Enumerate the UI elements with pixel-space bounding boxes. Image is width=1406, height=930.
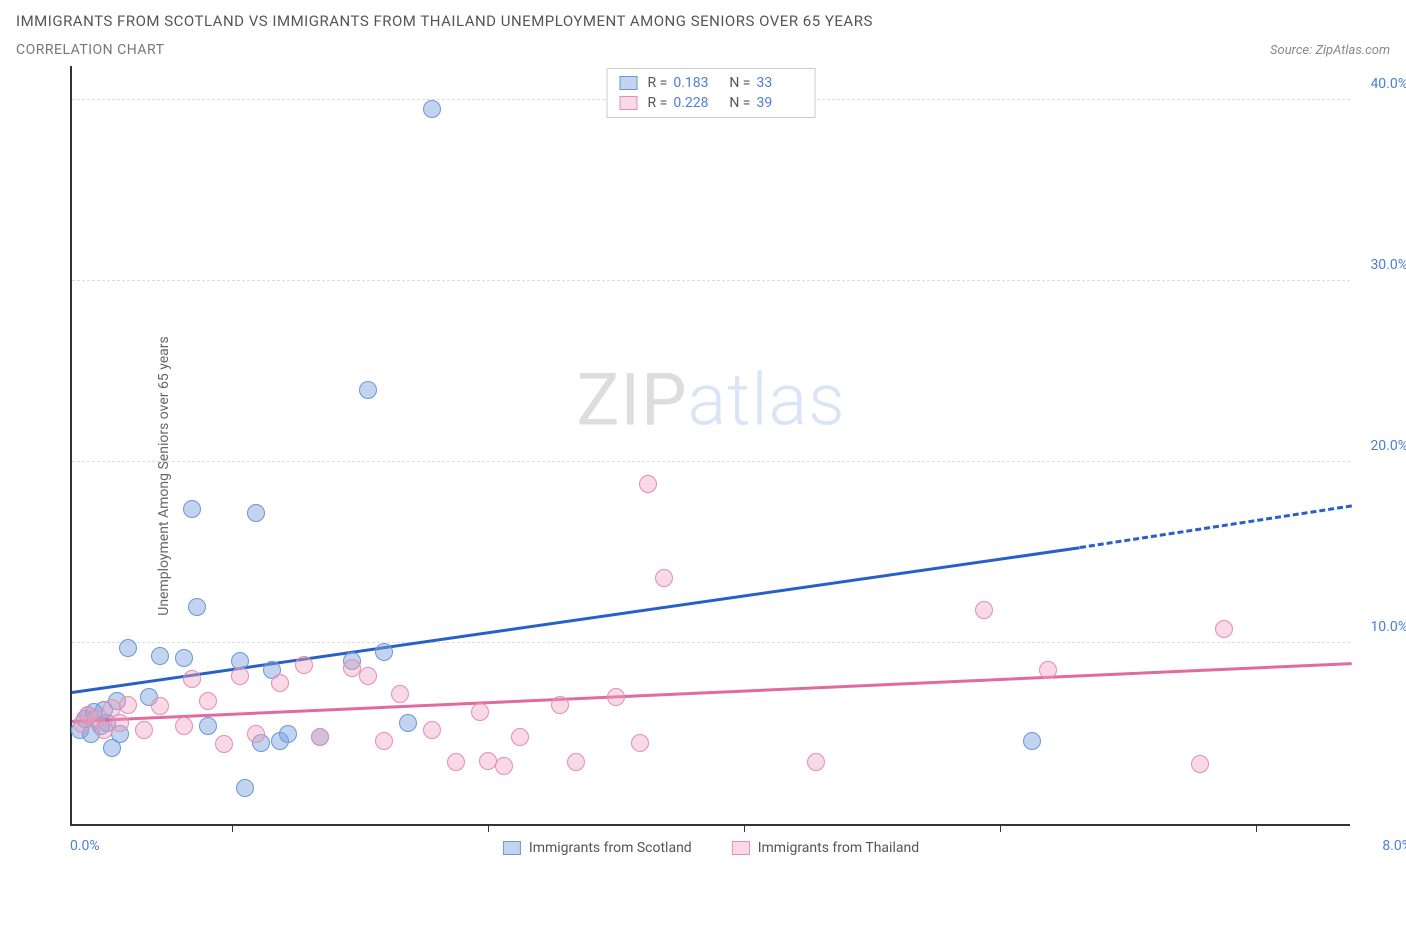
x-tick [1256,824,1257,832]
watermark-part-a: ZIP [576,357,687,442]
gridline [72,642,1350,643]
data-point [271,674,289,692]
correlation-legend: R = 0.183 N = 33 R = 0.228 N = 39 [607,68,816,118]
series-legend: Immigrants from Scotland Immigrants from … [503,840,919,856]
data-point [231,667,249,685]
data-point [1023,732,1041,750]
data-point [551,696,569,714]
source-credit: Source: ZipAtlas.com [1270,43,1390,58]
data-point [183,670,201,688]
legend-r-value: 0.183 [673,75,719,91]
data-point [175,717,193,735]
subtitle-row: CORRELATION CHART Source: ZipAtlas.com [16,42,1390,58]
data-point [236,779,254,797]
legend-r-value: 0.228 [673,95,719,111]
data-point [447,753,465,771]
data-point [639,475,657,493]
data-point [215,735,233,753]
legend-r-label: R = [648,95,668,111]
data-point [151,697,169,715]
data-point [375,732,393,750]
legend-series-name: Immigrants from Scotland [529,840,692,856]
data-point [119,639,137,657]
data-point [631,734,649,752]
legend-swatch [732,841,750,855]
legend-row: R = 0.183 N = 33 [620,73,803,93]
legend-n-value: 39 [756,95,802,111]
y-tick-label: 20.0% [1370,438,1406,454]
watermark: ZIPatlas [576,357,845,442]
legend-swatch [620,96,638,110]
data-point [151,647,169,665]
data-point [1039,661,1057,679]
x-tick [232,824,233,832]
legend-n-label: N = [729,95,750,111]
data-point [375,643,393,661]
x-tick [488,824,489,832]
legend-swatch [503,841,521,855]
data-point [295,656,313,674]
legend-swatch [620,76,638,90]
data-point [247,725,265,743]
legend-n-value: 33 [756,75,802,91]
data-point [399,714,417,732]
data-point [1191,755,1209,773]
data-point [391,685,409,703]
y-tick-label: 40.0% [1370,76,1406,92]
data-point [511,728,529,746]
plot-region: ZIPatlas R =0.183N =33R =0.228N =39 0.0%… [70,66,1350,826]
data-point [975,601,993,619]
trend-line [1080,504,1352,549]
data-point [279,725,297,743]
data-point [495,757,513,775]
legend-n-label: N = [729,75,750,91]
y-tick-label: 10.0% [1370,619,1406,635]
x-tick [1000,824,1001,832]
data-point [423,100,441,118]
y-tick-label: 30.0% [1370,257,1406,273]
data-point [119,696,137,714]
chart-area: Unemployment Among Seniors over 65 years… [16,66,1390,886]
source-name: ZipAtlas.com [1315,43,1390,58]
data-point [807,753,825,771]
legend-row: R = 0.228 N = 39 [620,93,803,113]
trend-line [72,546,1080,694]
subtitle: CORRELATION CHART [16,42,164,58]
legend-series-name: Immigrants from Thailand [758,840,919,856]
data-point [567,753,585,771]
x-tick [744,824,745,832]
data-point [188,598,206,616]
page-title: IMMIGRANTS FROM SCOTLAND VS IMMIGRANTS F… [16,12,1390,30]
x-axis-min-label: 0.0% [70,838,100,854]
data-point [111,714,129,732]
data-point [135,721,153,739]
data-point [359,381,377,399]
data-point [175,649,193,667]
data-point [247,504,265,522]
data-point [199,692,217,710]
legend-r-label: R = [648,75,668,91]
data-point [471,703,489,721]
x-axis-max-label: 8.0% [1382,838,1406,854]
watermark-part-b: atlas [688,357,846,442]
data-point [311,728,329,746]
data-point [423,721,441,739]
legend-item: Immigrants from Thailand [732,840,919,856]
gridline [72,461,1350,462]
data-point [359,667,377,685]
data-point [183,500,201,518]
data-point [199,717,217,735]
source-prefix: Source: [1270,43,1315,58]
data-point [607,688,625,706]
data-point [655,569,673,587]
gridline [72,280,1350,281]
legend-item: Immigrants from Scotland [503,840,692,856]
data-point [1215,620,1233,638]
